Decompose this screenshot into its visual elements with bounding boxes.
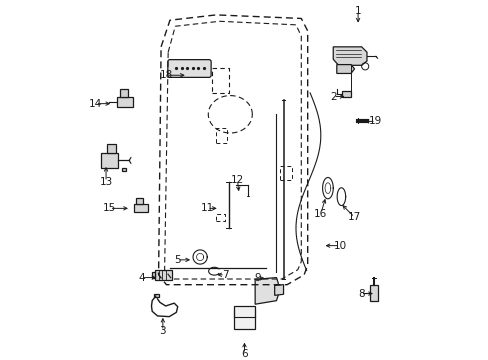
Polygon shape — [155, 270, 171, 280]
Text: 4: 4 — [138, 273, 144, 283]
Polygon shape — [117, 96, 132, 107]
Text: 13: 13 — [99, 177, 112, 187]
Text: 18: 18 — [160, 70, 173, 80]
Text: 11: 11 — [200, 203, 213, 213]
Polygon shape — [122, 167, 125, 171]
Text: 16: 16 — [314, 209, 327, 219]
Polygon shape — [106, 144, 116, 153]
Polygon shape — [342, 91, 350, 96]
Text: 6: 6 — [241, 349, 247, 359]
Polygon shape — [274, 285, 283, 295]
Polygon shape — [152, 272, 155, 278]
Text: 15: 15 — [103, 203, 116, 213]
Text: 17: 17 — [347, 212, 361, 222]
Text: 1: 1 — [354, 6, 361, 16]
Text: 19: 19 — [368, 116, 382, 126]
Polygon shape — [133, 204, 148, 212]
Polygon shape — [336, 64, 354, 73]
Polygon shape — [136, 198, 143, 204]
Polygon shape — [369, 285, 377, 301]
Text: 9: 9 — [254, 273, 261, 283]
Polygon shape — [255, 278, 278, 304]
Text: 8: 8 — [358, 289, 364, 298]
Text: 12: 12 — [230, 175, 244, 185]
Text: 3: 3 — [159, 326, 166, 336]
Text: 14: 14 — [89, 99, 102, 109]
Polygon shape — [233, 306, 255, 329]
Polygon shape — [332, 47, 366, 65]
Text: 10: 10 — [333, 240, 346, 251]
Polygon shape — [101, 153, 118, 167]
Polygon shape — [154, 293, 159, 297]
Polygon shape — [119, 89, 128, 96]
Text: 7: 7 — [221, 270, 228, 280]
FancyBboxPatch shape — [167, 60, 211, 77]
Text: 2: 2 — [329, 91, 336, 102]
Text: 5: 5 — [173, 255, 180, 265]
